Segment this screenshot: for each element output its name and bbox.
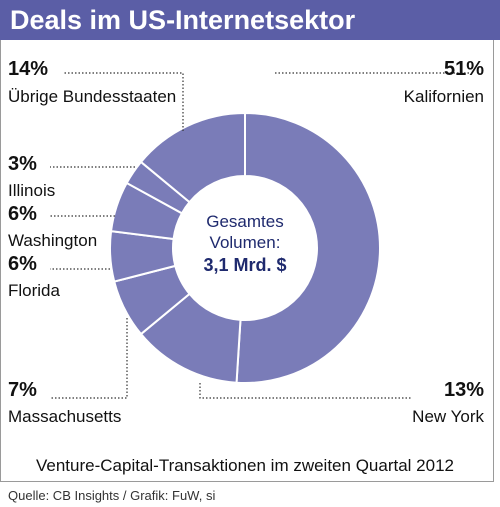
- category-label-kalifornien: Kalifornien: [404, 87, 484, 106]
- value-label-massachusetts: 7%: [8, 379, 37, 401]
- leader-line-new-york: [199, 383, 412, 399]
- value-label-new-york: 13%: [444, 379, 484, 401]
- donut-slices: [109, 111, 381, 384]
- center-label-line1: Gesamtes: [206, 212, 283, 231]
- center-total-value: 3,1 Mrd. $: [203, 255, 286, 275]
- slice-labels: 51% Kalifornien 13% New York 7% Massachusetts…: [8, 58, 484, 426]
- title-bar: Deals im US-Internetsektor: [0, 0, 500, 40]
- slice-kalifornien: [235, 111, 381, 384]
- value-label-washington: 6%: [8, 203, 37, 225]
- category-label-new-york: New York: [412, 407, 484, 426]
- value-label-illinois: 3%: [8, 153, 37, 175]
- category-label-washington: Washington: [8, 231, 97, 250]
- category-label-illinois: Illinois: [8, 181, 55, 200]
- value-label-kalifornien: 51%: [444, 58, 484, 80]
- chart-title: Deals im US-Internetsektor: [10, 5, 356, 35]
- chart-subtitle: Venture-Capital-Transaktionen im zweiten…: [36, 456, 454, 475]
- category-label-massachusetts: Massachusetts: [8, 407, 121, 426]
- value-label-florida: 6%: [8, 253, 37, 275]
- leader-lines: [50, 72, 470, 399]
- category-label-florida: Florida: [8, 281, 61, 300]
- category-label-ubrige-bundesstaaten: Übrige Bundesstaaten: [8, 87, 176, 106]
- center-label-line2: Volumen:: [210, 233, 281, 252]
- source-note: Quelle: CB Insights / Grafik: FuW, si: [8, 488, 215, 503]
- slice-ubrige-bundesstaaten: [139, 111, 246, 204]
- leader-line-massachusetts: [50, 318, 128, 399]
- leader-line-ubrige-bundesstaaten: [64, 72, 184, 131]
- value-label-ubrige-bundesstaaten: 14%: [8, 58, 48, 80]
